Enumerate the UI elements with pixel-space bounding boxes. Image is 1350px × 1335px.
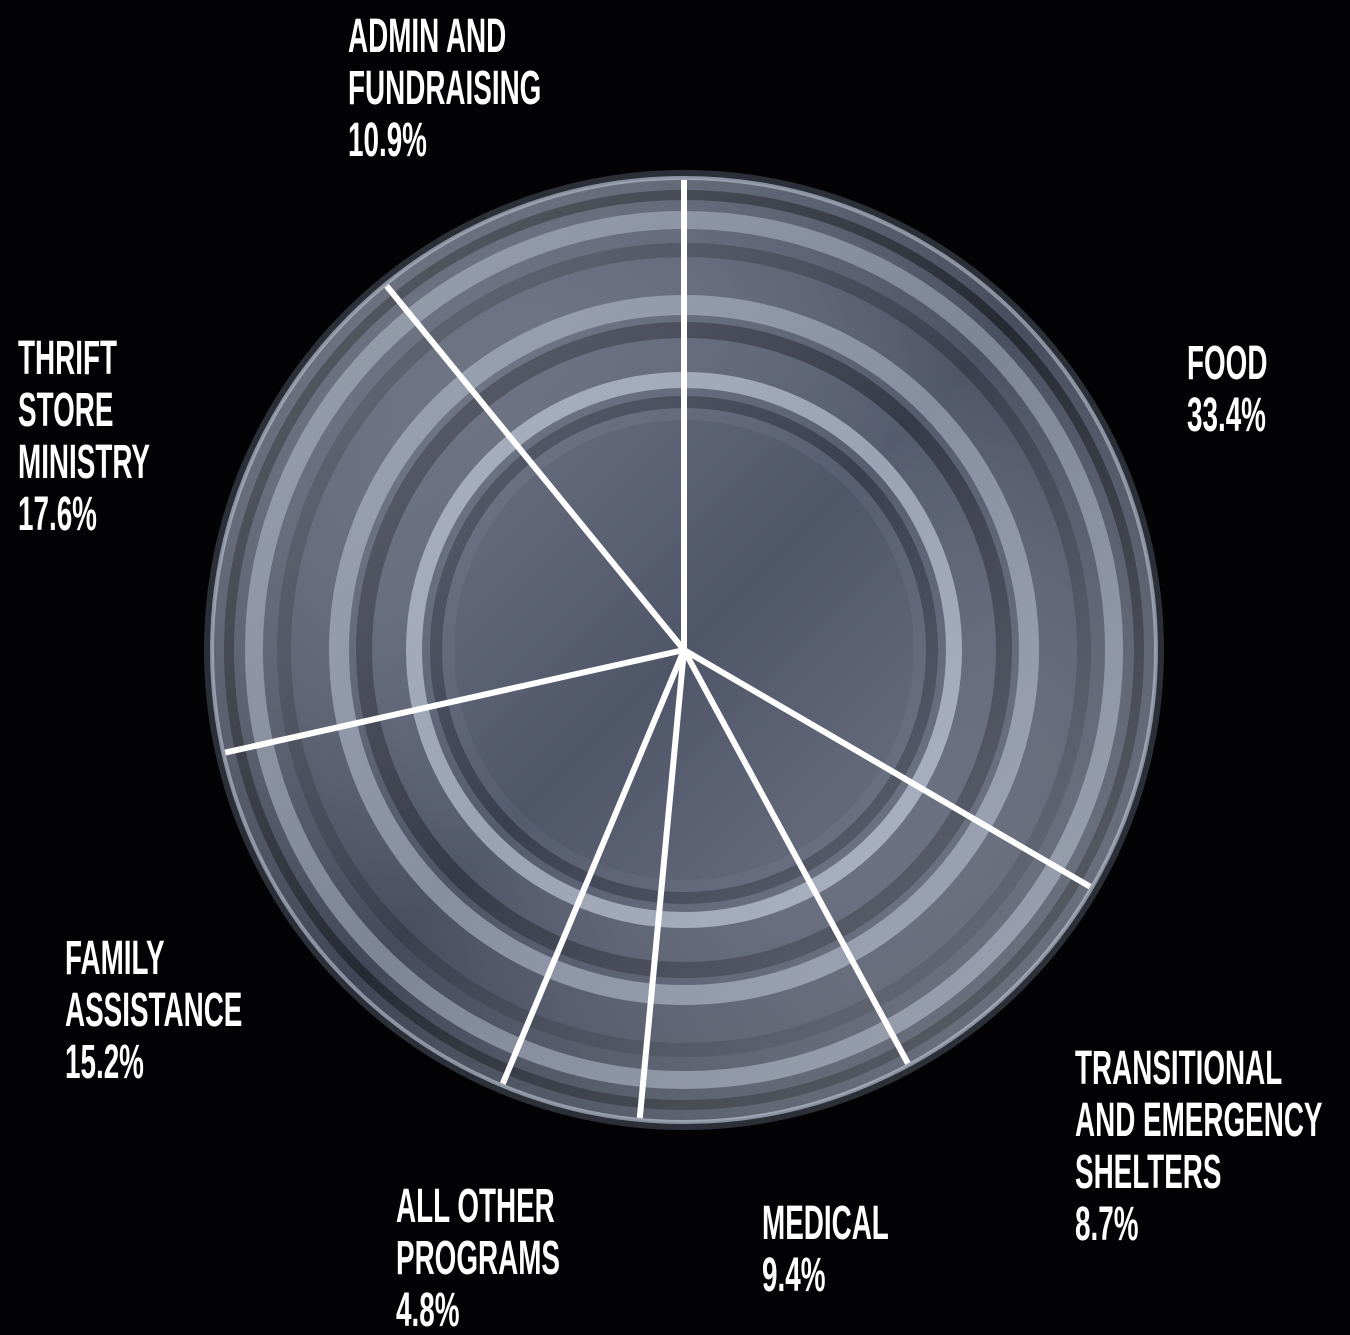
slice-label: FAMILY ASSISTANCE 15.2% (65, 933, 285, 1089)
category-label: ALL OTHER PROGRAMS (396, 1180, 560, 1285)
value-label: 10.9% (348, 114, 427, 167)
category-label: FOOD (1187, 337, 1268, 390)
can-lid (204, 170, 1164, 1130)
slice-label: MEDICAL 9.4% (762, 1198, 962, 1302)
slice-divider (224, 647, 685, 756)
slice-label: TRANSITIONAL AND EMERGENCY SHELTERS 8.7% (1075, 1043, 1347, 1251)
slice-divider (384, 284, 687, 652)
slice-label: ALL OTHER PROGRAMS 4.8% (396, 1181, 596, 1335)
slice-divider (682, 647, 1092, 890)
category-label: FAMILY ASSISTANCE (65, 932, 243, 1037)
slice-divider (636, 649, 687, 1119)
category-label: THRIFT STORE MINISTRY (18, 332, 150, 489)
value-label: 15.2% (65, 1036, 144, 1089)
slice-label: THRIFT STORE MINISTRY 17.6% (18, 333, 208, 541)
value-label: 17.6% (18, 488, 97, 541)
value-label: 4.8% (396, 1284, 460, 1335)
slice-divider (500, 648, 687, 1085)
slice-label: ADMIN AND FUNDRAISING 10.9% (348, 11, 588, 167)
category-label: MEDICAL (762, 1197, 889, 1250)
category-label: ADMIN AND FUNDRAISING (348, 10, 542, 115)
slice-divider (681, 648, 911, 1065)
slice-label: FOOD 33.4% (1187, 338, 1350, 442)
value-label: 9.4% (762, 1249, 826, 1302)
value-label: 33.4% (1187, 389, 1266, 442)
category-label: TRANSITIONAL AND EMERGENCY SHELTERS (1075, 1042, 1322, 1199)
value-label: 8.7% (1075, 1198, 1139, 1251)
